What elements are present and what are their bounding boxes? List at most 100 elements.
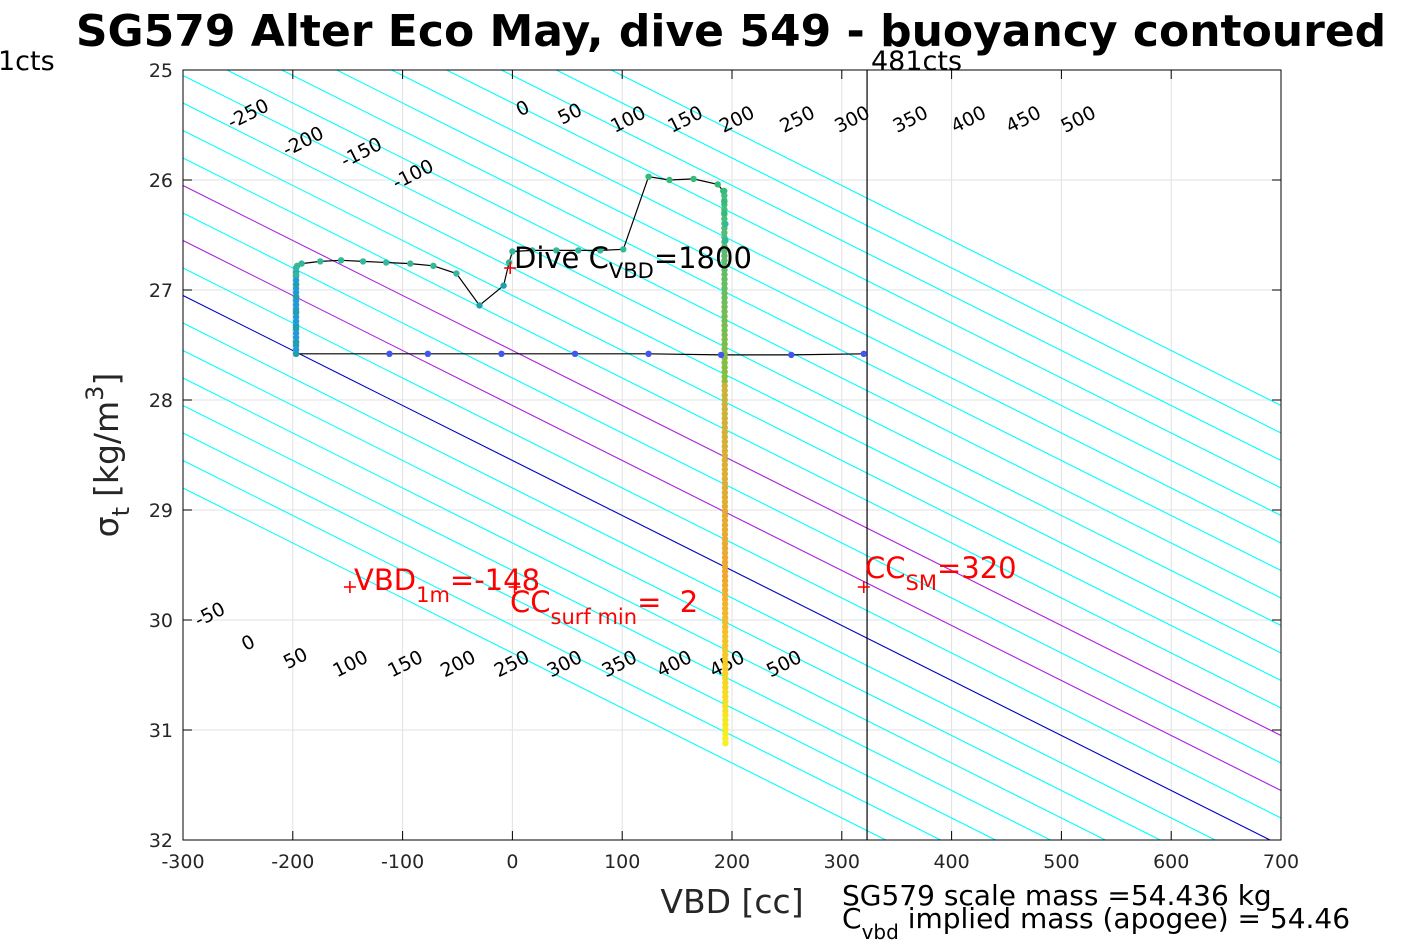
contour-line <box>183 377 1106 840</box>
x-tick-label: -200 <box>271 851 314 873</box>
column-point <box>721 391 728 399</box>
chart-title: SG579 Alter Eco May, dive 549 - buoyancy… <box>76 6 1386 57</box>
trace-point <box>597 247 604 254</box>
contour-line <box>183 322 1216 840</box>
column-point <box>722 637 729 645</box>
column-point <box>722 656 729 663</box>
column-point <box>721 623 729 631</box>
trace-point <box>298 260 305 267</box>
implied-mass-text: Cvbd implied mass (apogee) = 54.46 <box>842 902 1350 944</box>
data-points <box>292 173 867 747</box>
column-point <box>721 628 729 636</box>
column-point <box>722 740 729 747</box>
column-point <box>721 410 728 417</box>
trace-point <box>666 176 673 184</box>
y-tick-label: 28 <box>149 390 173 412</box>
column-point <box>722 684 729 691</box>
trace-point <box>500 282 507 289</box>
contour-line <box>183 129 1281 682</box>
trace-point <box>722 220 729 228</box>
x-tick-label: 700 <box>1263 851 1299 873</box>
y-axis-label: σt [kg/m3] <box>81 373 135 538</box>
left-counts-label: 1cts <box>0 46 55 77</box>
implied-mass-main: C <box>842 902 862 935</box>
column-point <box>721 257 728 264</box>
column-point <box>721 243 728 250</box>
column-point <box>721 531 729 538</box>
column-point <box>721 498 729 506</box>
column-point <box>722 698 729 705</box>
y-axis-label-unit: [kg/m <box>87 401 126 497</box>
column-point <box>721 248 728 255</box>
trace-point <box>721 209 728 217</box>
column-point <box>721 271 728 278</box>
column-point <box>721 303 728 311</box>
column-point <box>722 675 729 682</box>
column-point <box>721 582 729 589</box>
column-point <box>722 642 729 649</box>
column-point <box>721 275 728 283</box>
y-tick-label: 26 <box>149 170 173 192</box>
trace-point <box>505 259 513 266</box>
column-point <box>721 591 729 598</box>
column-point <box>722 688 729 696</box>
column-point <box>721 280 728 288</box>
column-point <box>721 336 728 343</box>
column-point <box>721 596 729 603</box>
column-point <box>721 470 729 478</box>
trace-point <box>620 246 627 253</box>
column-point <box>721 285 728 292</box>
column-point <box>721 429 728 436</box>
column-point <box>721 610 729 617</box>
implied-mass-sub: vbd <box>862 920 899 944</box>
column-point <box>722 651 729 659</box>
vbd-1m-main: VBD <box>354 563 416 597</box>
column-point <box>721 308 728 315</box>
column-point <box>722 670 729 677</box>
red-markers <box>343 262 870 593</box>
column-point <box>721 396 728 404</box>
x-tick-label: 600 <box>1153 851 1189 873</box>
column-point <box>721 461 729 468</box>
column-point <box>721 614 729 622</box>
dive-c-value: =1800 <box>654 241 752 275</box>
scale-mass-text: SG579 scale mass =54.436 kg <box>842 879 1272 912</box>
column-point <box>721 313 728 320</box>
contour-line <box>183 267 1281 819</box>
trace-point <box>720 187 727 195</box>
column-point <box>722 735 729 742</box>
column-point <box>721 466 729 473</box>
descent-point <box>571 350 579 357</box>
descent-point <box>424 350 432 357</box>
column-point <box>722 679 729 687</box>
contour-line <box>336 70 1281 544</box>
trace-point <box>359 258 367 265</box>
descent-point <box>788 351 795 359</box>
contour-line <box>183 239 1281 792</box>
column-point <box>721 480 729 487</box>
trace-point <box>476 302 483 309</box>
cc-surf-min-sub: surf min <box>551 605 638 629</box>
column-point <box>721 517 729 524</box>
x-tick-label: -300 <box>161 851 204 873</box>
contour-line <box>183 184 1281 737</box>
column-point <box>721 419 728 427</box>
column-point <box>721 633 729 640</box>
cc-surf-min-annotation: CCsurf min= 2 <box>510 585 698 629</box>
column-point <box>721 619 729 626</box>
trace-point <box>721 198 728 206</box>
vbd-1m-sub: 1m <box>416 583 450 607</box>
column-point <box>721 215 728 223</box>
dive-c-main: Dive C <box>514 241 609 275</box>
column-point <box>721 331 728 339</box>
descent-point <box>645 350 652 357</box>
column-point <box>721 424 728 431</box>
column-point <box>721 345 728 352</box>
x-tick-label: 500 <box>1043 851 1079 873</box>
x-axis-label: VBD [cc] <box>660 882 803 921</box>
column-point <box>722 730 729 738</box>
column-point <box>722 702 729 710</box>
y-axis-label-main: σ <box>87 516 126 537</box>
axis-ticks <box>182 69 1282 841</box>
trace-point <box>337 257 345 264</box>
